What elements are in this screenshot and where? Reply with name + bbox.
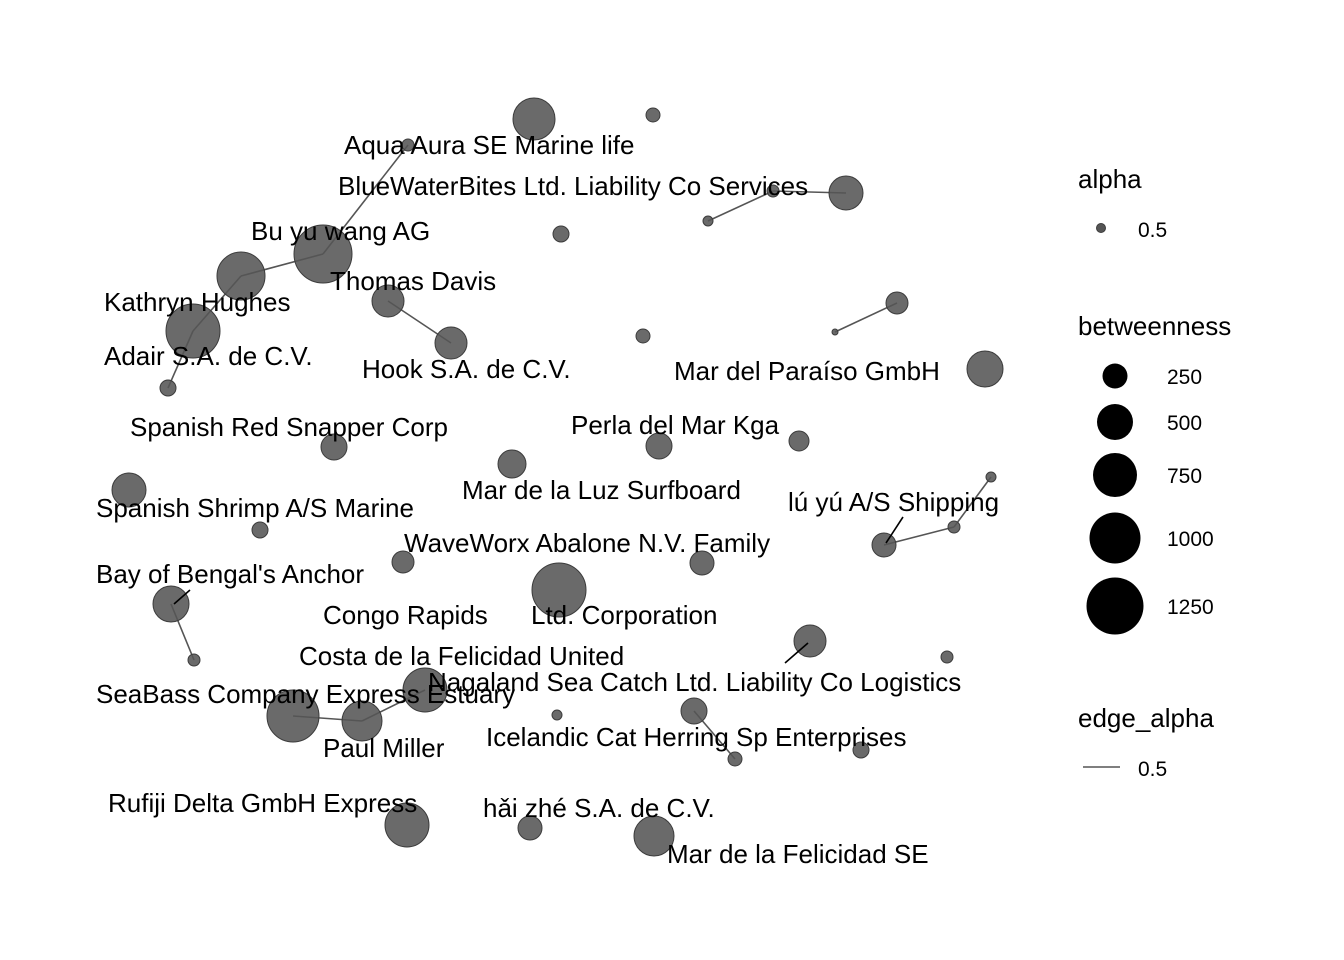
graph-node bbox=[635, 328, 651, 344]
graph-node bbox=[852, 741, 870, 759]
graph-node bbox=[793, 624, 827, 658]
graph-node bbox=[111, 472, 147, 508]
node-label: Paul Miller bbox=[323, 733, 445, 763]
graph-node bbox=[216, 251, 266, 301]
legend-edge-alpha-label: 0.5 bbox=[1138, 758, 1167, 781]
label-leader-layer bbox=[173, 516, 904, 664]
graph-node bbox=[727, 751, 743, 767]
legend-alpha-title: alpha bbox=[1078, 164, 1142, 194]
node-label: WaveWorx Abalone N.V. Family bbox=[404, 528, 770, 558]
graph-node bbox=[885, 291, 909, 315]
legend-betweenness-key-750 bbox=[1093, 453, 1137, 497]
node-label: Spanish Shrimp A/S Marine bbox=[96, 493, 414, 523]
legend-betweenness-label-1250: 1250 bbox=[1167, 596, 1214, 619]
legend-betweenness-label-1000: 1000 bbox=[1167, 528, 1214, 551]
node-label: Ltd. Corporation bbox=[531, 600, 717, 630]
graph-node bbox=[187, 653, 201, 667]
node-layer bbox=[111, 97, 1004, 857]
node-label: Mar de la Felicidad SE bbox=[667, 839, 929, 869]
node-label: lú yú A/S Shipping bbox=[788, 487, 999, 517]
graph-node bbox=[159, 379, 177, 397]
graph-edge bbox=[953, 476, 992, 528]
legend-edge-alpha-title: edge_alpha bbox=[1078, 703, 1214, 733]
legend-betweenness-label-750: 750 bbox=[1167, 465, 1202, 488]
graph-node bbox=[293, 224, 353, 284]
node-label: Hook S.A. de C.V. bbox=[362, 354, 571, 384]
graph-node bbox=[871, 532, 897, 558]
graph-node bbox=[551, 709, 563, 721]
graph-node bbox=[552, 225, 570, 243]
node-label: Kathryn Hughes bbox=[104, 287, 290, 317]
graph-node bbox=[633, 815, 675, 857]
label-leader-line bbox=[173, 589, 191, 605]
graph-node bbox=[391, 550, 415, 574]
node-label: Bu yu wang AG bbox=[251, 216, 430, 246]
graph-node bbox=[645, 107, 661, 123]
label-leader-line bbox=[885, 516, 904, 544]
legend-alpha: alpha 0.5 bbox=[1078, 164, 1167, 242]
node-label: Congo Rapids bbox=[323, 600, 488, 630]
legend: alpha 0.5 betweenness 250 500 750 1000 1… bbox=[1078, 164, 1231, 781]
node-label: Adair S.A. de C.V. bbox=[104, 341, 313, 371]
graph-node bbox=[828, 175, 864, 211]
graph-node bbox=[434, 326, 468, 360]
legend-betweenness-label-250: 250 bbox=[1167, 366, 1202, 389]
legend-betweenness-key-500 bbox=[1097, 404, 1133, 440]
graph-node bbox=[371, 284, 405, 318]
graph-node bbox=[702, 215, 714, 227]
graph-node bbox=[831, 328, 839, 336]
legend-betweenness-key-1000 bbox=[1089, 512, 1141, 564]
graph-node bbox=[497, 449, 527, 479]
graph-edge bbox=[707, 190, 774, 222]
node-label: Aqua Aura SE Marine life bbox=[344, 130, 635, 160]
graph-node bbox=[251, 521, 269, 539]
legend-betweenness-label-500: 500 bbox=[1167, 412, 1202, 435]
graph-node bbox=[947, 520, 961, 534]
graph-node bbox=[531, 562, 587, 618]
node-label: BlueWaterBites Ltd. Liability Co Service… bbox=[338, 171, 808, 201]
graph-node bbox=[680, 697, 708, 725]
node-label: Bay of Bengal's Anchor bbox=[96, 559, 364, 589]
label-leader-line bbox=[784, 642, 809, 664]
node-label: Spanish Red Snapper Corp bbox=[130, 412, 448, 442]
graph-node bbox=[645, 432, 673, 460]
legend-alpha-key bbox=[1096, 223, 1106, 233]
graph-node bbox=[689, 550, 715, 576]
graph-node bbox=[384, 802, 430, 848]
legend-betweenness-key-1250 bbox=[1086, 577, 1144, 635]
graph-node bbox=[341, 700, 383, 742]
node-label-layer: Aqua Aura SE Marine life BlueWaterBites … bbox=[96, 130, 999, 869]
node-label: hǎi zhé S.A. de C.V. bbox=[483, 793, 715, 823]
node-label: Thomas Davis bbox=[330, 266, 496, 296]
graph-node bbox=[402, 667, 448, 713]
node-label: Icelandic Cat Herring Sp Enterprises bbox=[486, 722, 907, 752]
node-label: Perla del Mar Kga bbox=[571, 410, 780, 440]
node-label: Nagaland Sea Catch Ltd. Liability Co Log… bbox=[428, 667, 961, 697]
graph-node bbox=[517, 815, 543, 841]
graph-node bbox=[788, 430, 810, 452]
graph-node bbox=[401, 138, 415, 152]
legend-betweenness-key-250 bbox=[1102, 363, 1128, 389]
legend-edge-alpha: edge_alpha 0.5 bbox=[1078, 703, 1214, 781]
graph-node bbox=[985, 471, 997, 483]
graph-node bbox=[940, 650, 954, 664]
node-label: SeaBass Company Express Estuary bbox=[96, 679, 515, 709]
node-label: Mar del Paraíso GmbH bbox=[674, 356, 940, 386]
graph-node bbox=[766, 184, 780, 198]
graph-node bbox=[512, 97, 556, 141]
graph-node bbox=[320, 433, 348, 461]
legend-betweenness-title: betweenness bbox=[1078, 311, 1231, 341]
graph-node bbox=[165, 303, 221, 359]
node-label: Mar de la Luz Surfboard bbox=[462, 475, 741, 505]
node-label: Rufiji Delta GmbH Express bbox=[108, 788, 417, 818]
graph-node bbox=[266, 689, 320, 743]
graph-node bbox=[966, 350, 1004, 388]
legend-alpha-label: 0.5 bbox=[1138, 219, 1167, 242]
node-label: Costa de la Felicidad United bbox=[299, 641, 624, 671]
legend-betweenness: betweenness 250 500 750 1000 1250 bbox=[1078, 311, 1231, 635]
graph-node bbox=[152, 585, 190, 623]
